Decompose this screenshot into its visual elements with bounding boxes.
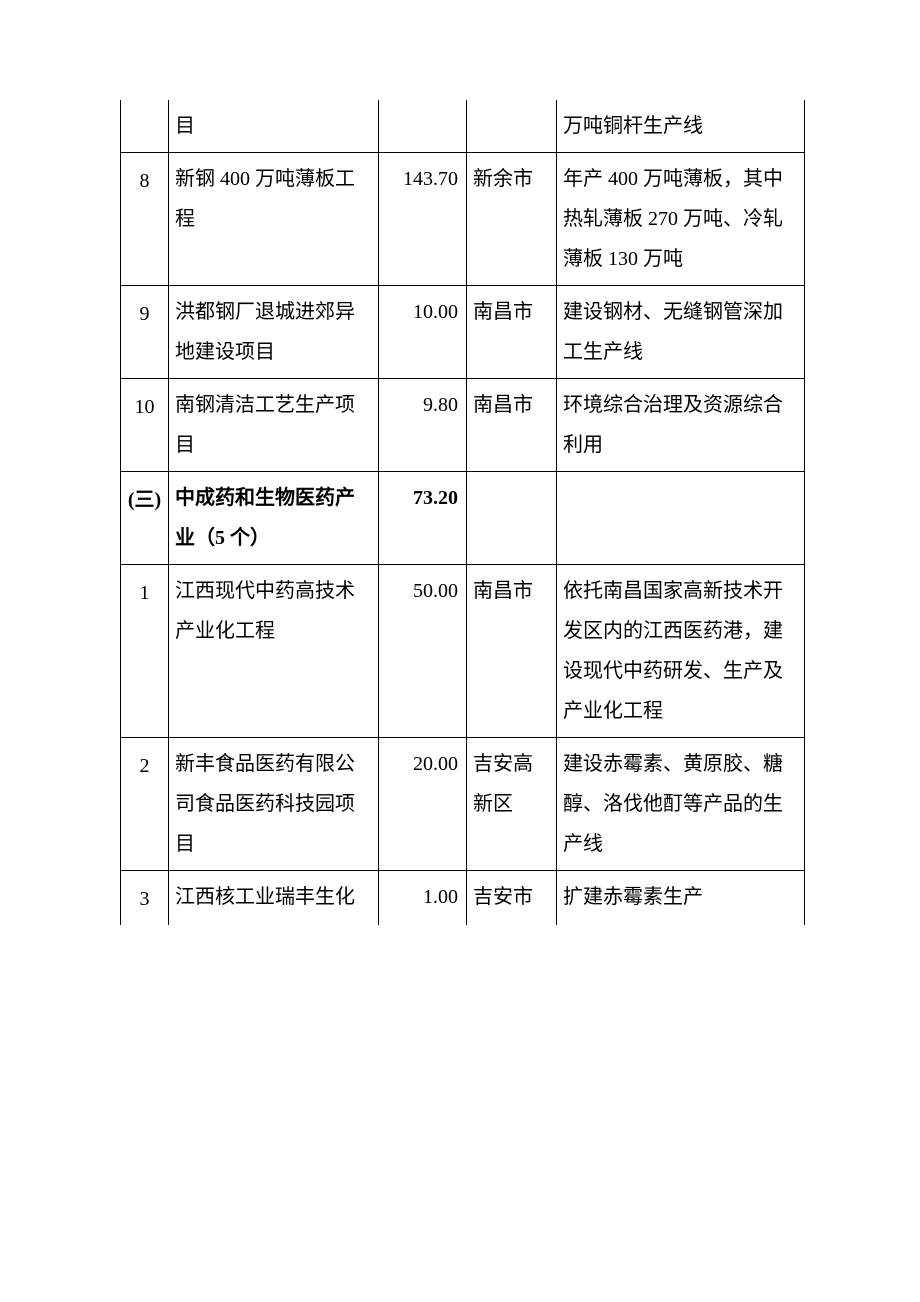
project-location: 南昌市 <box>467 286 557 379</box>
row-number: 3 <box>121 871 169 926</box>
project-description: 万吨铜杆生产线 <box>557 100 805 153</box>
project-value: 10.00 <box>379 286 467 379</box>
row-number: 9 <box>121 286 169 379</box>
row-number: 1 <box>121 565 169 738</box>
table-row: 10南钢清洁工艺生产项目9.80南昌市环境综合治理及资源综合利用 <box>121 379 805 472</box>
project-description: 建设钢材、无缝钢管深加工生产线 <box>557 286 805 379</box>
table-row: 目 万吨铜杆生产线 <box>121 100 805 153</box>
project-location: 南昌市 <box>467 565 557 738</box>
project-value <box>379 100 467 153</box>
project-name: 新钢 400 万吨薄板工程 <box>169 153 379 286</box>
project-name: 江西核工业瑞丰生化 <box>169 871 379 926</box>
project-location: 吉安高新区 <box>467 738 557 871</box>
row-number: 8 <box>121 153 169 286</box>
row-number: 10 <box>121 379 169 472</box>
project-description: 年产 400 万吨薄板，其中热轧薄板 270 万吨、冷轧薄板 130 万吨 <box>557 153 805 286</box>
project-name: 新丰食品医药有限公司食品医药科技园项目 <box>169 738 379 871</box>
table-row: 1江西现代中药高技术产业化工程50.00南昌市依托南昌国家高新技术开发区内的江西… <box>121 565 805 738</box>
table-row: 9洪都钢厂退城进郊异地建设项目10.00南昌市建设钢材、无缝钢管深加工生产线 <box>121 286 805 379</box>
project-name: 目 <box>169 100 379 153</box>
project-name: 洪都钢厂退城进郊异地建设项目 <box>169 286 379 379</box>
document-page: 目万吨铜杆生产线8新钢 400 万吨薄板工程143.70新余市年产 400 万吨… <box>0 0 920 1302</box>
project-name: 江西现代中药高技术产业化工程 <box>169 565 379 738</box>
project-value: 20.00 <box>379 738 467 871</box>
project-description: 扩建赤霉素生产 <box>557 871 805 926</box>
project-description: 依托南昌国家高新技术开发区内的江西医药港，建设现代中药研发、生产及产业化工程 <box>557 565 805 738</box>
project-location: 南昌市 <box>467 379 557 472</box>
project-name: 南钢清洁工艺生产项目 <box>169 379 379 472</box>
project-value: 50.00 <box>379 565 467 738</box>
project-location <box>467 472 557 565</box>
project-description <box>557 472 805 565</box>
project-location <box>467 100 557 153</box>
project-value: 1.00 <box>379 871 467 926</box>
row-number: 2 <box>121 738 169 871</box>
row-number <box>121 100 169 153</box>
table-body: 目万吨铜杆生产线8新钢 400 万吨薄板工程143.70新余市年产 400 万吨… <box>121 100 805 925</box>
table-row: 3江西核工业瑞丰生化1.00吉安市扩建赤霉素生产 <box>121 871 805 926</box>
project-location: 新余市 <box>467 153 557 286</box>
row-number: (三) <box>121 472 169 565</box>
project-name: 中成药和生物医药产业（5 个） <box>169 472 379 565</box>
project-description: 建设赤霉素、黄原胶、糖醇、洛伐他酊等产品的生产线 <box>557 738 805 871</box>
project-description: 环境综合治理及资源综合利用 <box>557 379 805 472</box>
project-value: 73.20 <box>379 472 467 565</box>
table-row: 8新钢 400 万吨薄板工程143.70新余市年产 400 万吨薄板，其中热轧薄… <box>121 153 805 286</box>
project-value: 9.80 <box>379 379 467 472</box>
project-value: 143.70 <box>379 153 467 286</box>
table-row: 2新丰食品医药有限公司食品医药科技园项目20.00吉安高新区建设赤霉素、黄原胶、… <box>121 738 805 871</box>
project-location: 吉安市 <box>467 871 557 926</box>
projects-table: 目万吨铜杆生产线8新钢 400 万吨薄板工程143.70新余市年产 400 万吨… <box>120 100 805 925</box>
table-row: (三)中成药和生物医药产业（5 个）73.20 <box>121 472 805 565</box>
